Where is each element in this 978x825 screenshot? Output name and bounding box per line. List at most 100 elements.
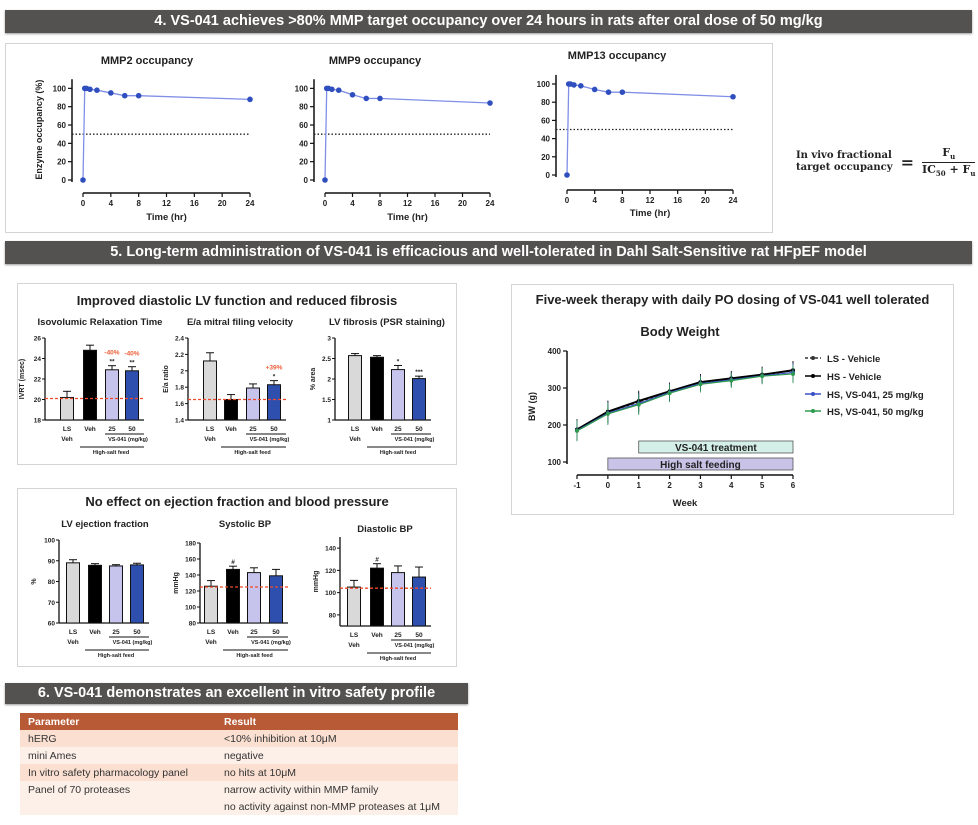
category-label: 50 <box>270 426 278 433</box>
x-tick-label: 12 <box>162 199 171 208</box>
y-tick-label: 1.4 <box>175 418 184 425</box>
chart-title: MMP13 occupancy <box>568 50 667 62</box>
bar <box>60 396 74 421</box>
y-axis-label: mmHg <box>173 572 180 594</box>
bar <box>109 565 123 624</box>
data-point <box>667 391 672 396</box>
bar <box>348 355 362 421</box>
x-tick-label: 0 <box>606 481 611 490</box>
table-row: mini Ames negative <box>20 747 458 764</box>
section-6-banner: 6. VS-041 demonstrates an excellent in v… <box>5 683 468 704</box>
formula-denominator-a-sub: 50 <box>935 169 946 179</box>
y-tick-label: 120 <box>325 568 336 575</box>
table-cell: no activity against non-MMP proteases at… <box>216 798 458 815</box>
x-tick-label: 8 <box>136 199 141 208</box>
y-tick-label: 60 <box>299 121 308 130</box>
x-tick-label: 4 <box>729 481 734 490</box>
category-label: 50 <box>272 629 280 636</box>
y-tick-label: 40 <box>541 135 550 144</box>
category-label: 50 <box>415 426 423 433</box>
change-label: +39% <box>266 365 283 372</box>
y-tick-label: 60 <box>48 621 56 628</box>
y-tick-label: 80 <box>48 579 56 586</box>
formula-lhs-line2: target occupancy <box>796 162 893 174</box>
y-tick-label: 100 <box>53 84 67 93</box>
y-tick-label: 22 <box>34 377 42 384</box>
bar <box>130 564 144 624</box>
bar <box>83 349 97 421</box>
data-point <box>363 95 370 102</box>
group-label: High-salt feed <box>380 450 416 456</box>
y-tick-label: 20 <box>34 397 42 404</box>
category-label: LS <box>63 426 72 433</box>
category-label: Veh <box>348 642 360 649</box>
period-bar <box>607 457 794 471</box>
legend-label: HS - Vehicle <box>827 372 881 383</box>
y-tick-label: 40 <box>299 139 308 148</box>
x-tick-label: 2 <box>667 481 672 490</box>
diastolic-panel-title: Improved diastolic LV function and reduc… <box>76 293 398 308</box>
category-label: Veh <box>371 632 383 639</box>
x-tick-label: 8 <box>378 199 383 208</box>
data-point <box>591 86 598 93</box>
y-axis-label: % area <box>310 368 317 391</box>
table-cell <box>20 798 216 815</box>
y-tick-label: 40 <box>57 139 66 148</box>
group-label: VS-041 (mg/kg) <box>108 437 148 443</box>
y-tick-label: 100 <box>537 80 551 89</box>
category-label: 25 <box>112 629 120 636</box>
section-4-banner: 4. VS-041 achieves >80% MMP target occup… <box>5 10 972 33</box>
bar <box>391 572 405 627</box>
y-tick-label: 2 <box>327 377 331 384</box>
ef-bp-panel-title: No effect on ejection fraction and blood… <box>85 494 389 509</box>
section-5-banner: 5. Long-term administration of VS-041 is… <box>5 241 972 264</box>
significance-label: # <box>375 557 379 564</box>
bar <box>391 369 405 421</box>
y-tick-label: 1.5 <box>322 397 331 404</box>
data-point <box>636 402 641 407</box>
significance-label: *** <box>415 369 423 376</box>
y-axis-label: IVRT (msec) <box>19 359 26 399</box>
x-axis-label: Week <box>673 498 698 509</box>
significance-label: ** <box>129 360 135 367</box>
y-tick-label: 18 <box>34 418 42 425</box>
data-point <box>329 86 335 93</box>
x-tick-label: 5 <box>760 481 765 490</box>
bar <box>246 387 260 421</box>
x-tick-label: 12 <box>646 196 655 205</box>
category-label: Veh <box>227 629 239 636</box>
y-tick-label: 80 <box>329 612 337 619</box>
legend-label: HS, VS-041, 25 mg/kg <box>827 390 924 401</box>
bar <box>105 369 119 421</box>
x-tick-label: 24 <box>486 199 495 208</box>
bar <box>269 575 283 624</box>
x-tick-label: 6 <box>791 481 796 490</box>
significance-label: * <box>397 358 400 365</box>
x-tick-label: -1 <box>573 481 581 490</box>
group-label: High-salt feed <box>93 450 129 456</box>
y-tick-label: 100 <box>295 84 309 93</box>
category-label: 25 <box>394 632 402 639</box>
data-point <box>322 177 328 183</box>
chart-title: LV ejection fraction <box>61 519 149 530</box>
series-line <box>576 369 794 431</box>
data-point <box>487 100 493 106</box>
data-point <box>87 86 93 93</box>
legend-marker <box>811 374 815 378</box>
y-tick-label: 100 <box>185 605 196 612</box>
chart-title: Systolic BP <box>219 519 272 530</box>
bar <box>88 564 102 624</box>
table-row: In vitro safety pharmacology panel no hit… <box>20 764 458 781</box>
category-label: LS <box>350 632 359 639</box>
occupancy-panel <box>5 43 773 233</box>
legend-label: LS - Vehicle <box>827 354 880 365</box>
x-tick-label: 12 <box>403 199 412 208</box>
data-point <box>729 378 734 383</box>
data-point <box>605 89 612 95</box>
chart-title: Isovolumic Relaxation Time <box>38 317 163 328</box>
table-cell: negative <box>216 747 458 764</box>
chart-title: E/a mitral filing velocity <box>187 317 294 328</box>
bar <box>412 378 426 421</box>
data-point <box>575 428 579 433</box>
